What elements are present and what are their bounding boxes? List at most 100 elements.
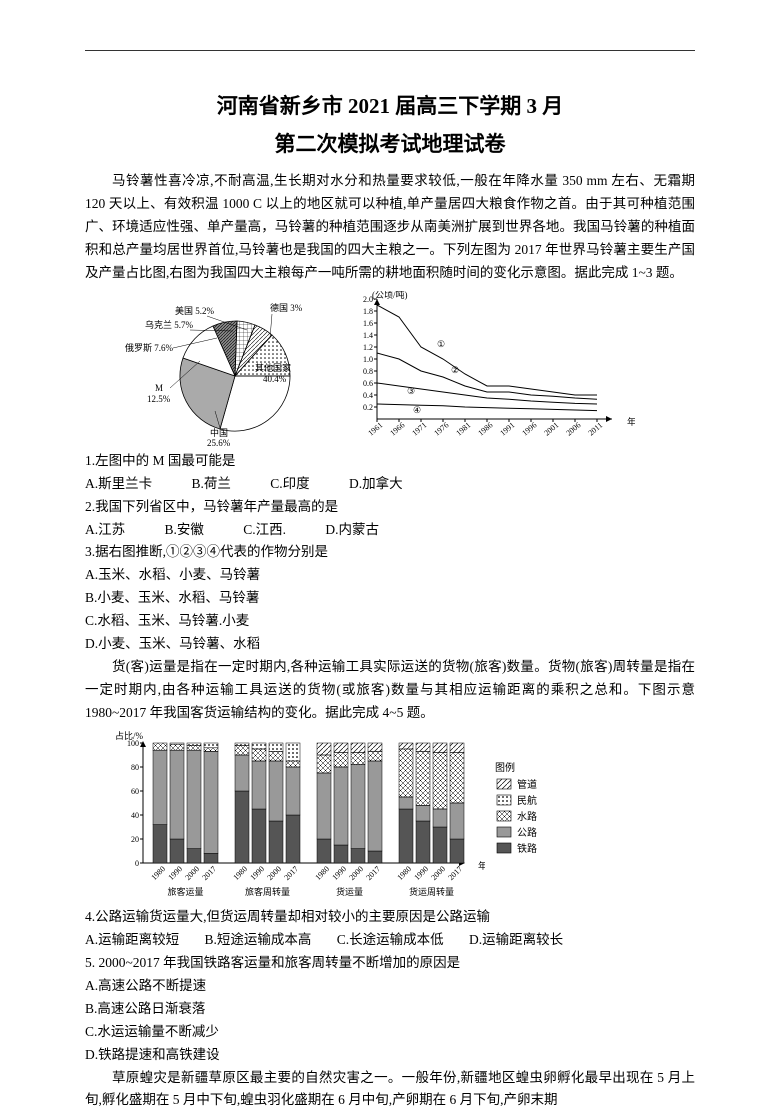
q4-opt-d: D.运输距离较长	[469, 929, 563, 952]
q2-opt-c: C.江西.	[243, 519, 286, 542]
legend-rail: 铁路	[517, 842, 537, 855]
svg-text:0.6: 0.6	[363, 379, 373, 388]
svg-text:1996: 1996	[520, 420, 538, 437]
q5-opt-c: C.水运运输量不断减少	[85, 1021, 365, 1044]
question-4-options: A.运输距离较短 B.短途运输成本高 C.长途运输成本低 D.运输距离较长	[85, 929, 695, 952]
svg-text:0: 0	[135, 859, 139, 868]
svg-text:2017: 2017	[364, 864, 382, 882]
series-marker-3: ③	[407, 386, 415, 396]
q2-opt-b: B.安徽	[165, 519, 204, 542]
svg-text:1990: 1990	[248, 864, 266, 882]
q1-opt-d: D.加拿大	[349, 473, 403, 496]
pie-label-other: 其他国家	[255, 362, 291, 373]
svg-text:2000: 2000	[429, 864, 447, 882]
q3-opt-a: A.玉米、水稻、小麦、马铃薯	[85, 564, 365, 587]
svg-text:60: 60	[131, 787, 139, 796]
q5-opt-a: A.高速公路不断提速	[85, 975, 365, 998]
svg-text:1.4: 1.4	[363, 331, 373, 340]
svg-text:1980: 1980	[149, 864, 167, 882]
pie-label-cn: 中国	[210, 427, 228, 438]
pie-label-cn-pct: 25.6%	[207, 438, 231, 446]
svg-text:1.6: 1.6	[363, 319, 373, 328]
svg-text:旅客周转量: 旅客周转量	[245, 886, 290, 897]
question-1-options: A.斯里兰卡 B.荷兰 C.印度 D.加拿大	[85, 473, 695, 496]
q5-opt-d: D.铁路提速和高铁建设	[85, 1044, 365, 1067]
svg-text:1990: 1990	[412, 864, 430, 882]
svg-text:1986: 1986	[476, 420, 494, 437]
svg-text:2006: 2006	[564, 420, 582, 437]
svg-text:1.2: 1.2	[363, 343, 373, 352]
series-marker-4: ④	[413, 405, 421, 415]
line-xlabel: 年份	[627, 416, 635, 427]
stacked-bar-chart: 占比/% 020406080100 1980199020002017旅客运量19…	[115, 729, 485, 904]
svg-text:1980: 1980	[231, 864, 249, 882]
legend-road: 公路	[517, 826, 537, 839]
q2-opt-d: D.内蒙古	[325, 519, 379, 542]
question-3: 3.据右图推断,①②③④代表的作物分别是	[85, 541, 695, 564]
intro-paragraph-3: 草原蝗灾是新疆草原区最主要的自然灾害之一。一般年份,新疆地区蝗虫卵孵化最早出现在…	[85, 1067, 695, 1112]
intro-paragraph-1: 马铃薯性喜冷凉,不耐高温,生长期对水分和热量要求较低,一般在年降水量 350 m…	[85, 170, 695, 285]
page-title: 河南省新乡市 2021 届高三下学期 3 月	[85, 90, 695, 120]
svg-text:1971: 1971	[410, 420, 428, 437]
svg-text:1980: 1980	[313, 864, 331, 882]
svg-text:1966: 1966	[388, 420, 406, 437]
question-3-options: A.玉米、水稻、小麦、马铃薯 B.小麦、玉米、水稻、马铃薯 C.水稻、玉米、马铃…	[85, 564, 695, 656]
svg-text:40: 40	[131, 811, 139, 820]
q1-opt-a: A.斯里兰卡	[85, 473, 152, 496]
svg-text:2017: 2017	[200, 864, 218, 882]
q4-opt-c: C.长途运输成本低	[337, 929, 444, 952]
svg-text:2000: 2000	[265, 864, 283, 882]
line-chart: (公顷/吨) 0.20.40.60.81.01.21.41.61.82.0 19…	[345, 291, 635, 446]
question-5: 5. 2000~2017 年我国铁路客运量和旅客周转量不断增加的原因是	[85, 952, 695, 975]
legend-air: 民航	[517, 794, 537, 807]
svg-text:100: 100	[127, 739, 139, 748]
question-4: 4.公路运输货运量大,但货运周转量却相对较小的主要原因是公路运输	[85, 906, 695, 929]
series-marker-2: ②	[451, 365, 459, 375]
top-rule	[85, 50, 695, 51]
pie-label-de: 德国 3%	[270, 302, 303, 313]
svg-text:2011: 2011	[586, 420, 604, 437]
svg-text:2017: 2017	[446, 864, 464, 882]
question-1: 1.左图中的 M 国最可能是	[85, 450, 695, 473]
svg-text:80: 80	[131, 763, 139, 772]
q4-opt-b: B.短途运输成本高	[205, 929, 312, 952]
svg-text:1990: 1990	[330, 864, 348, 882]
legend-title: 图例	[495, 759, 585, 774]
q2-opt-a: A.江苏	[85, 519, 125, 542]
svg-text:1.8: 1.8	[363, 307, 373, 316]
svg-text:1980: 1980	[395, 864, 413, 882]
svg-text:2000: 2000	[183, 864, 201, 882]
svg-text:1.0: 1.0	[363, 355, 373, 364]
svg-text:2017: 2017	[282, 864, 300, 882]
svg-text:1991: 1991	[498, 420, 516, 437]
q1-opt-b: B.荷兰	[192, 473, 231, 496]
q3-opt-b: B.小麦、玉米、水稻、马铃薯	[85, 587, 365, 610]
pie-label-ru: 俄罗斯 7.6%	[125, 342, 174, 353]
figure-row-1: 德国 3% 美国 5.2% 乌克兰 5.7% 俄罗斯 7.6% M 12.5% …	[115, 291, 695, 446]
svg-text:旅客运量: 旅客运量	[167, 886, 203, 897]
svg-text:20: 20	[131, 835, 139, 844]
legend-pipe: 管道	[517, 778, 537, 791]
svg-text:1990: 1990	[166, 864, 184, 882]
page-subtitle: 第二次模拟考试地理试卷	[85, 128, 695, 158]
pie-label-m: M	[155, 383, 163, 393]
question-2-options: A.江苏 B.安徽 C.江西. D.内蒙古	[85, 519, 695, 542]
legend-water: 水路	[517, 810, 537, 823]
q1-opt-c: C.印度	[270, 473, 309, 496]
pie-label-other-pct: 40.4%	[263, 374, 287, 384]
pie-chart: 德国 3% 美国 5.2% 乌克兰 5.7% 俄罗斯 7.6% M 12.5% …	[115, 296, 325, 446]
q3-opt-d: D.小麦、玉米、马铃薯、水稻	[85, 633, 365, 656]
q4-opt-a: A.运输距离较短	[85, 929, 179, 952]
pie-label-ua: 乌克兰 5.7%	[145, 319, 194, 330]
bar-legend: 图例 管道 民航 水路 公路 铁路	[495, 729, 585, 867]
q3-opt-c: C.水稻、玉米、马铃薯.小麦	[85, 610, 365, 633]
svg-text:0.2: 0.2	[363, 403, 373, 412]
svg-text:2000: 2000	[347, 864, 365, 882]
question-5-options: A.高速公路不断提速 B.高速公路日渐衰落 C.水运运输量不断减少 D.铁路提速…	[85, 975, 695, 1067]
svg-text:1961: 1961	[366, 420, 384, 437]
pie-label-us: 美国 5.2%	[175, 305, 215, 316]
intro-paragraph-2: 货(客)运量是指在一定时期内,各种运输工具实际运送的货物(旅客)数量。货物(旅客…	[85, 656, 695, 725]
bar-xlabel: 年份	[478, 860, 485, 871]
svg-text:0.8: 0.8	[363, 367, 373, 376]
svg-text:2001: 2001	[542, 420, 560, 437]
